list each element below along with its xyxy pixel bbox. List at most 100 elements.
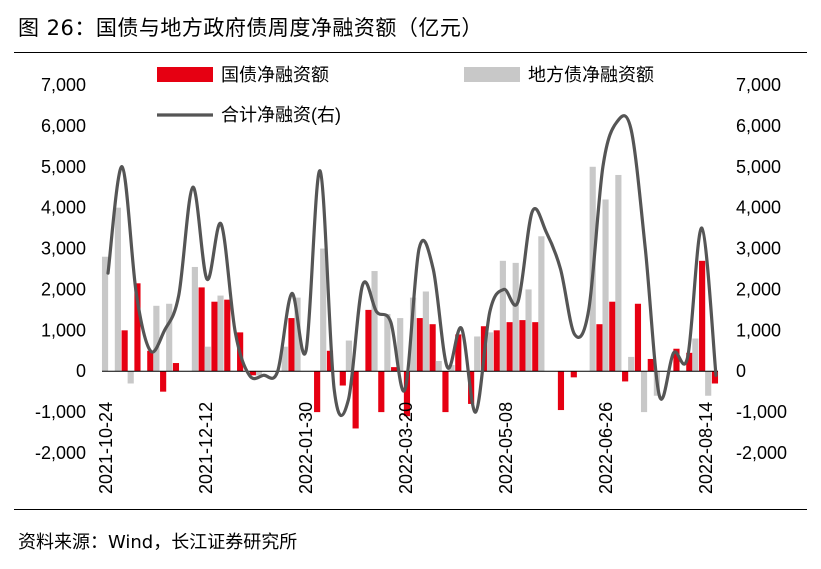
- local-bond-bar: [114, 207, 121, 372]
- local-bond-bar: [422, 291, 429, 372]
- source-rule: [14, 509, 807, 510]
- treasury-bar: [519, 320, 526, 372]
- left-tick-label: 4,000: [41, 198, 86, 218]
- x-tick-label: 2021-12-12: [196, 402, 216, 494]
- treasury-bar: [493, 330, 500, 372]
- treasury-bar: [634, 303, 642, 372]
- local-bond-bar: [217, 295, 224, 372]
- local-bond-bar: [692, 338, 699, 372]
- treasury-bar: [673, 348, 680, 372]
- figure-title: 图 26：国债与地方政府债周度净融资额（亿元）: [18, 16, 483, 40]
- local-bond-bar: [448, 365, 455, 372]
- x-tick-label: 2022-01-30: [296, 402, 316, 494]
- legend-local-swatch: [464, 67, 520, 82]
- local-bond-bar: [602, 199, 609, 372]
- local-bond-bar: [628, 356, 635, 372]
- treasury-bar: [647, 358, 654, 372]
- treasury-bar: [711, 371, 719, 384]
- x-tick-label: 2022-03-20: [396, 402, 416, 494]
- local-bond-bar: [499, 260, 506, 372]
- title-rule: [14, 52, 807, 53]
- x-tick-label: 2021-10-24: [96, 402, 116, 494]
- left-tick-label: -1,000: [35, 402, 86, 422]
- treasury-bar: [339, 371, 346, 386]
- treasury-bar: [134, 283, 141, 372]
- left-tick-label: 5,000: [41, 157, 86, 177]
- x-tick-label: 2022-06-26: [596, 402, 616, 494]
- treasury-bar: [455, 334, 462, 372]
- treasury-bar: [211, 301, 218, 372]
- left-tick-label: 0: [76, 361, 86, 381]
- local-bond-bar: [705, 371, 712, 396]
- x-tick-label: 2022-05-08: [496, 402, 516, 494]
- treasury-bar: [224, 299, 231, 372]
- treasury-bar: [532, 322, 539, 372]
- right-tick-label: -1,000: [736, 402, 787, 422]
- treasury-bar: [403, 371, 411, 417]
- right-tick-label: 4,000: [736, 198, 781, 218]
- left-tick-label: 6,000: [41, 116, 86, 136]
- treasury-bar: [172, 363, 180, 372]
- left-tick-label: 2,000: [41, 279, 86, 299]
- local-bond-bar: [512, 262, 519, 372]
- left-tick-label: -2,000: [35, 443, 86, 463]
- local-bond-bar: [397, 318, 404, 372]
- local-bond-bar: [345, 340, 352, 372]
- treasury-bar: [416, 318, 423, 372]
- right-tick-label: 5,000: [736, 157, 781, 177]
- right-tick-label: 0: [736, 361, 746, 381]
- local-bond-bar: [166, 303, 173, 372]
- x-tick-label: 2022-08-14: [696, 402, 716, 494]
- local-bond-bar: [153, 305, 160, 372]
- treasury-bar: [288, 318, 295, 372]
- treasury-bar: [314, 371, 321, 413]
- legend-treasury-swatch: [157, 67, 213, 82]
- right-tick-label: -2,000: [736, 443, 787, 463]
- local-bond-bar: [538, 236, 545, 372]
- right-tick-label: 6,000: [736, 116, 781, 136]
- treasury-bar: [249, 371, 257, 376]
- treasury-bar: [160, 371, 167, 392]
- left-tick-label: 7,000: [41, 75, 86, 95]
- local-bond-bar: [320, 248, 327, 372]
- local-bond-bar: [294, 297, 301, 372]
- treasury-bar: [147, 350, 154, 372]
- right-tick-label: 2,000: [736, 279, 781, 299]
- bar-line-chart: -2,000 -1,000 0 1,000 2,000 3,000 4,000 5,000 6,…: [35, 65, 787, 494]
- left-tick-label: 1,000: [41, 320, 86, 340]
- local-bond-bar: [409, 297, 417, 372]
- local-bond-bar: [371, 271, 378, 372]
- treasury-bar: [596, 324, 603, 372]
- treasury-bar: [699, 260, 706, 372]
- right-tick-label: 1,000: [736, 320, 781, 340]
- local-bond-bar: [486, 332, 494, 372]
- local-bond-bar: [384, 313, 391, 372]
- treasury-bar: [506, 322, 513, 372]
- local-bond-bar: [281, 346, 288, 372]
- local-bond-bar: [525, 289, 532, 372]
- treasury-bar: [622, 371, 629, 382]
- local-bond-bar: [255, 371, 263, 376]
- treasury-bar: [429, 324, 436, 372]
- local-bond-bar: [435, 361, 442, 372]
- local-bond-bar: [101, 256, 109, 372]
- legend-total-label: 合计净融资(右): [221, 105, 341, 125]
- treasury-bar: [326, 350, 334, 372]
- right-tick-label: 7,000: [736, 75, 781, 95]
- treasury-bar: [365, 309, 372, 372]
- local-bond-bar: [640, 371, 648, 413]
- total-net-financing-line: [106, 114, 718, 417]
- left-tick-label: 3,000: [41, 239, 86, 259]
- local-bond-bar: [474, 336, 481, 372]
- treasury-bar: [686, 352, 693, 372]
- treasury-bar: [557, 371, 565, 411]
- treasury-bar: [378, 371, 385, 413]
- local-bond-bar: [615, 174, 622, 372]
- legend-treasury-label: 国债净融资额: [221, 65, 329, 85]
- treasury-bar: [352, 371, 359, 429]
- local-bond-bar: [191, 266, 198, 372]
- treasury-bar: [391, 367, 398, 372]
- treasury-bar: [609, 301, 616, 372]
- treasury-bar: [570, 371, 577, 378]
- right-tick-label: 3,000: [736, 239, 781, 259]
